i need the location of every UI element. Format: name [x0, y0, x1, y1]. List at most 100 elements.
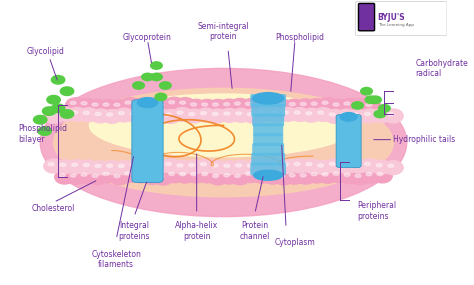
Ellipse shape: [376, 112, 382, 115]
Ellipse shape: [126, 109, 146, 123]
Ellipse shape: [137, 109, 157, 123]
Ellipse shape: [340, 99, 359, 112]
Ellipse shape: [212, 164, 218, 167]
Ellipse shape: [377, 172, 383, 176]
Ellipse shape: [60, 111, 66, 114]
FancyBboxPatch shape: [250, 162, 286, 175]
Ellipse shape: [196, 108, 216, 122]
Ellipse shape: [118, 111, 124, 115]
Ellipse shape: [55, 160, 75, 174]
Ellipse shape: [252, 170, 272, 183]
Ellipse shape: [271, 111, 277, 115]
Ellipse shape: [365, 96, 377, 103]
Ellipse shape: [72, 163, 78, 166]
Ellipse shape: [235, 102, 240, 105]
Ellipse shape: [274, 99, 293, 113]
Ellipse shape: [149, 109, 169, 122]
Ellipse shape: [107, 113, 113, 116]
Ellipse shape: [213, 174, 219, 178]
Ellipse shape: [130, 163, 136, 166]
Ellipse shape: [107, 164, 113, 167]
FancyBboxPatch shape: [253, 123, 283, 136]
Text: Phospholipid: Phospholipid: [275, 32, 324, 42]
Ellipse shape: [355, 102, 361, 105]
Ellipse shape: [355, 174, 361, 178]
Ellipse shape: [137, 97, 157, 108]
Ellipse shape: [184, 160, 204, 174]
Ellipse shape: [118, 164, 124, 168]
Ellipse shape: [307, 169, 327, 183]
Ellipse shape: [48, 113, 54, 116]
Ellipse shape: [177, 164, 183, 167]
Ellipse shape: [88, 171, 107, 185]
Ellipse shape: [54, 88, 393, 197]
Ellipse shape: [254, 170, 283, 180]
Ellipse shape: [213, 103, 219, 106]
FancyBboxPatch shape: [358, 3, 374, 31]
Ellipse shape: [155, 93, 167, 101]
Ellipse shape: [376, 164, 382, 167]
Ellipse shape: [278, 174, 284, 178]
FancyBboxPatch shape: [356, 1, 447, 36]
Ellipse shape: [267, 174, 273, 177]
Ellipse shape: [278, 107, 298, 121]
Ellipse shape: [180, 173, 186, 176]
Ellipse shape: [263, 98, 283, 112]
Ellipse shape: [158, 175, 164, 178]
Ellipse shape: [189, 164, 195, 167]
Ellipse shape: [34, 115, 47, 124]
Ellipse shape: [208, 160, 228, 174]
Ellipse shape: [142, 73, 153, 81]
Ellipse shape: [109, 100, 129, 114]
Ellipse shape: [91, 109, 110, 123]
Ellipse shape: [191, 103, 197, 106]
FancyBboxPatch shape: [250, 94, 286, 107]
Ellipse shape: [142, 113, 148, 116]
Ellipse shape: [351, 171, 370, 185]
Ellipse shape: [95, 112, 101, 115]
Ellipse shape: [175, 97, 195, 111]
Ellipse shape: [231, 160, 251, 174]
Ellipse shape: [154, 100, 173, 114]
Ellipse shape: [362, 169, 381, 183]
Ellipse shape: [351, 98, 370, 112]
Ellipse shape: [322, 173, 328, 176]
Ellipse shape: [388, 113, 394, 116]
Ellipse shape: [177, 111, 183, 114]
Ellipse shape: [373, 169, 392, 183]
Ellipse shape: [255, 159, 274, 173]
Ellipse shape: [81, 102, 87, 105]
Ellipse shape: [353, 162, 359, 166]
Ellipse shape: [230, 171, 250, 185]
Ellipse shape: [344, 173, 350, 176]
Ellipse shape: [59, 174, 65, 177]
Ellipse shape: [259, 111, 265, 114]
Ellipse shape: [318, 164, 324, 167]
FancyBboxPatch shape: [252, 143, 284, 156]
Ellipse shape: [318, 98, 337, 111]
Ellipse shape: [365, 162, 370, 166]
Text: Phospholipid
bilayer: Phospholipid bilayer: [18, 124, 67, 144]
Ellipse shape: [103, 103, 109, 106]
Ellipse shape: [90, 94, 357, 157]
Ellipse shape: [130, 112, 136, 115]
Ellipse shape: [266, 159, 286, 173]
Ellipse shape: [366, 103, 372, 106]
Ellipse shape: [201, 103, 208, 106]
Ellipse shape: [125, 172, 131, 175]
Ellipse shape: [328, 169, 348, 182]
Ellipse shape: [83, 163, 89, 166]
Ellipse shape: [379, 105, 390, 112]
Ellipse shape: [70, 101, 76, 105]
Ellipse shape: [329, 113, 335, 116]
Ellipse shape: [362, 100, 381, 114]
Ellipse shape: [337, 109, 356, 123]
Ellipse shape: [352, 102, 364, 109]
Ellipse shape: [337, 160, 356, 174]
Ellipse shape: [120, 97, 140, 111]
Ellipse shape: [164, 97, 184, 111]
Ellipse shape: [301, 108, 321, 122]
Ellipse shape: [328, 99, 348, 113]
Text: BYJU'S: BYJU'S: [378, 13, 405, 22]
Ellipse shape: [212, 112, 218, 115]
